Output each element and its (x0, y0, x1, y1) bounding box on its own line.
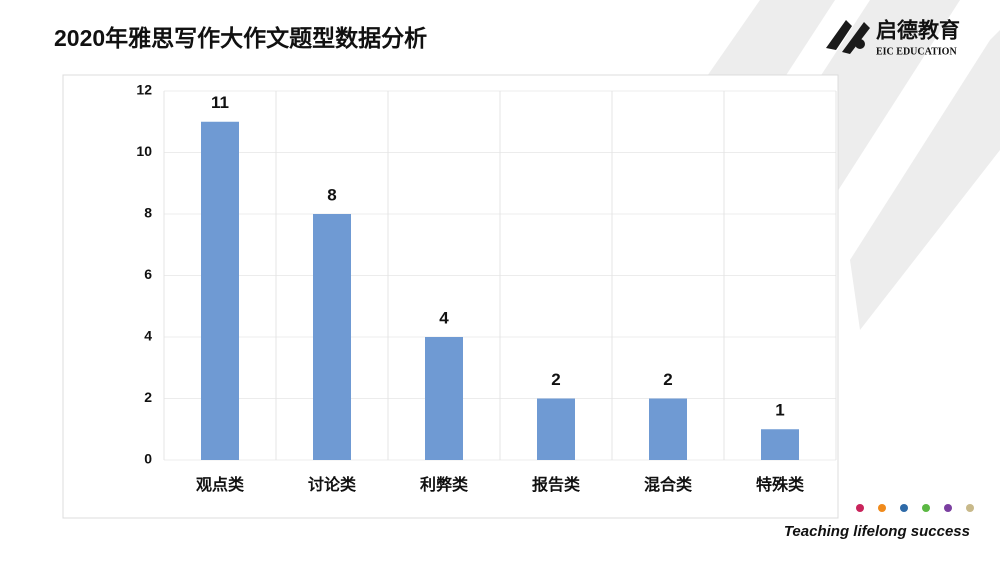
stripe (850, 30, 1000, 330)
data-label: 2 (551, 370, 560, 389)
data-label: 8 (327, 185, 336, 204)
logo: 启德教育 EIC EDUCATION (826, 19, 960, 57)
bar (761, 429, 799, 460)
logo-name: 启德教育 (876, 19, 960, 43)
logo-mark (826, 20, 870, 54)
x-tick-label: 报告类 (532, 475, 581, 494)
slide-title: 2020年雅思写作大作文题型数据分析 (54, 25, 427, 51)
bar (425, 337, 463, 460)
y-tick-label: 4 (144, 328, 152, 344)
y-tick-label: 6 (144, 266, 152, 282)
bar (649, 398, 687, 460)
x-tick-label: 观点类 (196, 475, 245, 494)
y-tick-label: 2 (144, 389, 152, 405)
dot (900, 504, 908, 512)
x-tick-label: 利弊类 (420, 475, 469, 494)
logo-dot (855, 39, 865, 49)
dot (878, 504, 886, 512)
dot (922, 504, 930, 512)
dot (856, 504, 864, 512)
y-tick-label: 0 (144, 451, 152, 467)
logo-subtitle: EIC EDUCATION (876, 46, 957, 57)
bar (537, 398, 575, 460)
y-tick-label: 8 (144, 205, 152, 221)
data-label: 1 (775, 401, 784, 420)
x-tick-label: 特殊类 (756, 475, 805, 494)
data-label: 11 (211, 93, 229, 112)
dot (966, 504, 974, 512)
data-label: 4 (439, 308, 449, 327)
tagline: Teaching lifelong success (784, 523, 970, 540)
data-label: 2 (663, 370, 672, 389)
bar (313, 214, 351, 460)
x-tick-label: 讨论类 (308, 475, 357, 494)
x-tick-label: 混合类 (644, 475, 693, 494)
dot (944, 504, 952, 512)
bar (201, 121, 239, 460)
y-tick-label: 12 (136, 82, 152, 98)
y-tick-label: 10 (136, 143, 152, 159)
dots (856, 504, 974, 512)
